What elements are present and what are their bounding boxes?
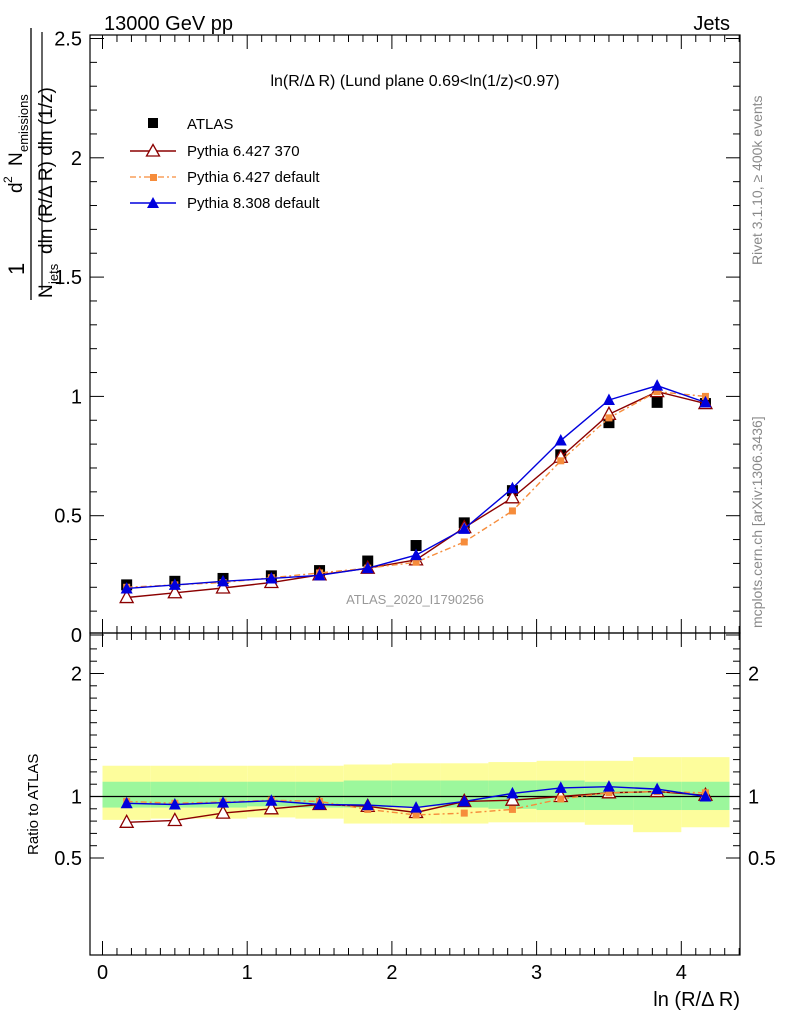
x-axis: 0 1 2 3 4 [97,962,687,984]
ratio-py6-default-point [557,795,565,803]
main-py8-default-point [120,581,133,594]
x-tick-label: 0 [97,962,108,984]
energy-label: 13000 GeV pp [104,13,233,35]
ratio-panel: 0.5 0.5 1 1 2 2 [54,633,776,955]
y-tick-label: 1 [71,386,82,408]
ratio-py6-370-point [167,812,183,827]
main-py6-default-point [557,457,565,465]
legend-label-py6-370: Pythia 6.427 370 [187,143,300,160]
y-tick-label: 2.5 [54,29,82,51]
main-py8-default-point [410,548,423,561]
y-label-numerator: 1 [4,263,29,275]
main-py6-default-point [653,388,661,396]
ratio-py8-default-point [361,798,374,811]
ratio-py8-default-point [699,790,712,802]
main-atlas-point [651,396,663,408]
main-py8-default-point [506,481,519,494]
main-py8-default-point [168,578,181,590]
main-py6-default-point [460,538,468,546]
main-py6-370-point [215,579,231,594]
main-py6-370-line [126,390,706,599]
ratio-py6-370-point [263,800,279,815]
ratio-py8-default-point [458,794,471,807]
y-label-den-N: N [36,284,57,298]
ratio-frame [89,632,741,956]
y-tick-label: 2 [71,148,82,170]
ratio-py8-default-point [313,797,326,810]
analysis-watermark: ATLAS_2020_I1790256 [346,592,484,607]
legend-marker-py6-370 [145,143,161,157]
ratio-py6-370-point [119,813,135,828]
ratio-tick-label-right: 2 [748,664,759,686]
y-label-N: N [6,152,27,166]
main-py8-default-point [458,522,471,534]
main-py8-default-point [602,393,615,405]
ratio-py8-default-point [265,794,278,806]
x-tick-label: 4 [676,962,687,984]
x-tick-label: 1 [242,962,253,984]
main-py8-default-point [651,379,664,391]
ratio-py8-default-point [554,781,567,793]
ratio-tick-label: 2 [71,664,82,686]
main-py6-default-point [605,414,613,422]
mcplots-label: mcplots.cern.ch [arXiv:1306.3436] [749,416,765,628]
x-tick-label: 2 [386,962,397,984]
ratio-y-label: Ratio to ATLAS [25,754,42,855]
legend-label-py8-default: Pythia 8.308 default [187,195,320,212]
main-py6-370-point [119,589,135,604]
ratio-tick-label: 1 [71,787,82,809]
y-label-d: d [6,182,27,193]
y-tick-label: 1.5 [54,267,82,289]
main-py8-default-point [699,395,712,408]
ratio-py8-default-point [120,796,133,809]
ratio-py8-default-point [602,780,615,792]
ratio-py8-default-point [168,797,181,810]
legend: ATLAS Pythia 6.427 370 Pythia 6.427 defa… [130,116,320,212]
ratio-py8-default-point [651,782,664,795]
main-py8-default-point [265,571,278,584]
x-tick-label: 3 [531,962,542,984]
main-atlas-point [410,540,422,552]
chart-title: ln(R/Δ R) (Lund plane 0.69<ln(1/z)<0.97) [270,73,559,90]
y-label-emissions: emissions [16,94,31,152]
main-py8-default-point [313,568,326,581]
main-atlas-point [603,417,615,429]
ratio-tick-label-right: 0.5 [748,848,776,870]
main-py6-default-point [412,558,420,566]
legend-marker-py8-default [147,197,159,208]
ratio-py8-default-point [410,801,423,813]
ratio-py6-default-point [605,789,613,797]
x-axis-label: ln (R/Δ R) [653,989,740,1011]
main-py8-default-point [361,561,374,574]
legend-label-py6-default: Pythia 6.427 default [187,169,320,186]
ratio-py6-default-point [412,811,420,819]
ratio-py6-default-point [460,809,468,817]
ratio-py8-default-point [506,786,519,799]
main-py6-default-point [508,507,516,515]
legend-marker-atlas [148,118,158,128]
ratio-py8-default-point [217,796,230,808]
ratio-py6-default-point [508,805,516,813]
main-panel: 0 0.5 1 1.5 2 2.5 [54,29,740,647]
ratio-py6-370-point [504,791,521,806]
ratio-tick-label: 0.5 [54,848,82,870]
y-axis-label: 1 d 2 N emissions N jets dln (R/Δ R) dln… [1,28,61,300]
main-py6-370-point [504,489,521,504]
ratio-tick-label-right: 1 [748,787,759,809]
main-py6-370-point [167,584,183,599]
y-tick-label: 0 [71,625,82,647]
main-py8-default-point [217,574,230,587]
y-tick-label: 0.5 [54,506,82,528]
legend-label-atlas: ATLAS [187,116,233,133]
category-label: Jets [693,13,730,35]
y-label-jets: jets [46,263,61,285]
rivet-label: Rivet 3.1.10, ≥ 400k events [749,95,765,265]
ratio-py6-370-point [215,804,231,819]
y-label-tail: dln (R/Δ R) dln (1/z) [36,87,57,254]
y-label-sup2: 2 [1,176,15,183]
legend-marker-py6-default [150,174,157,181]
main-py8-default-point [554,434,567,446]
